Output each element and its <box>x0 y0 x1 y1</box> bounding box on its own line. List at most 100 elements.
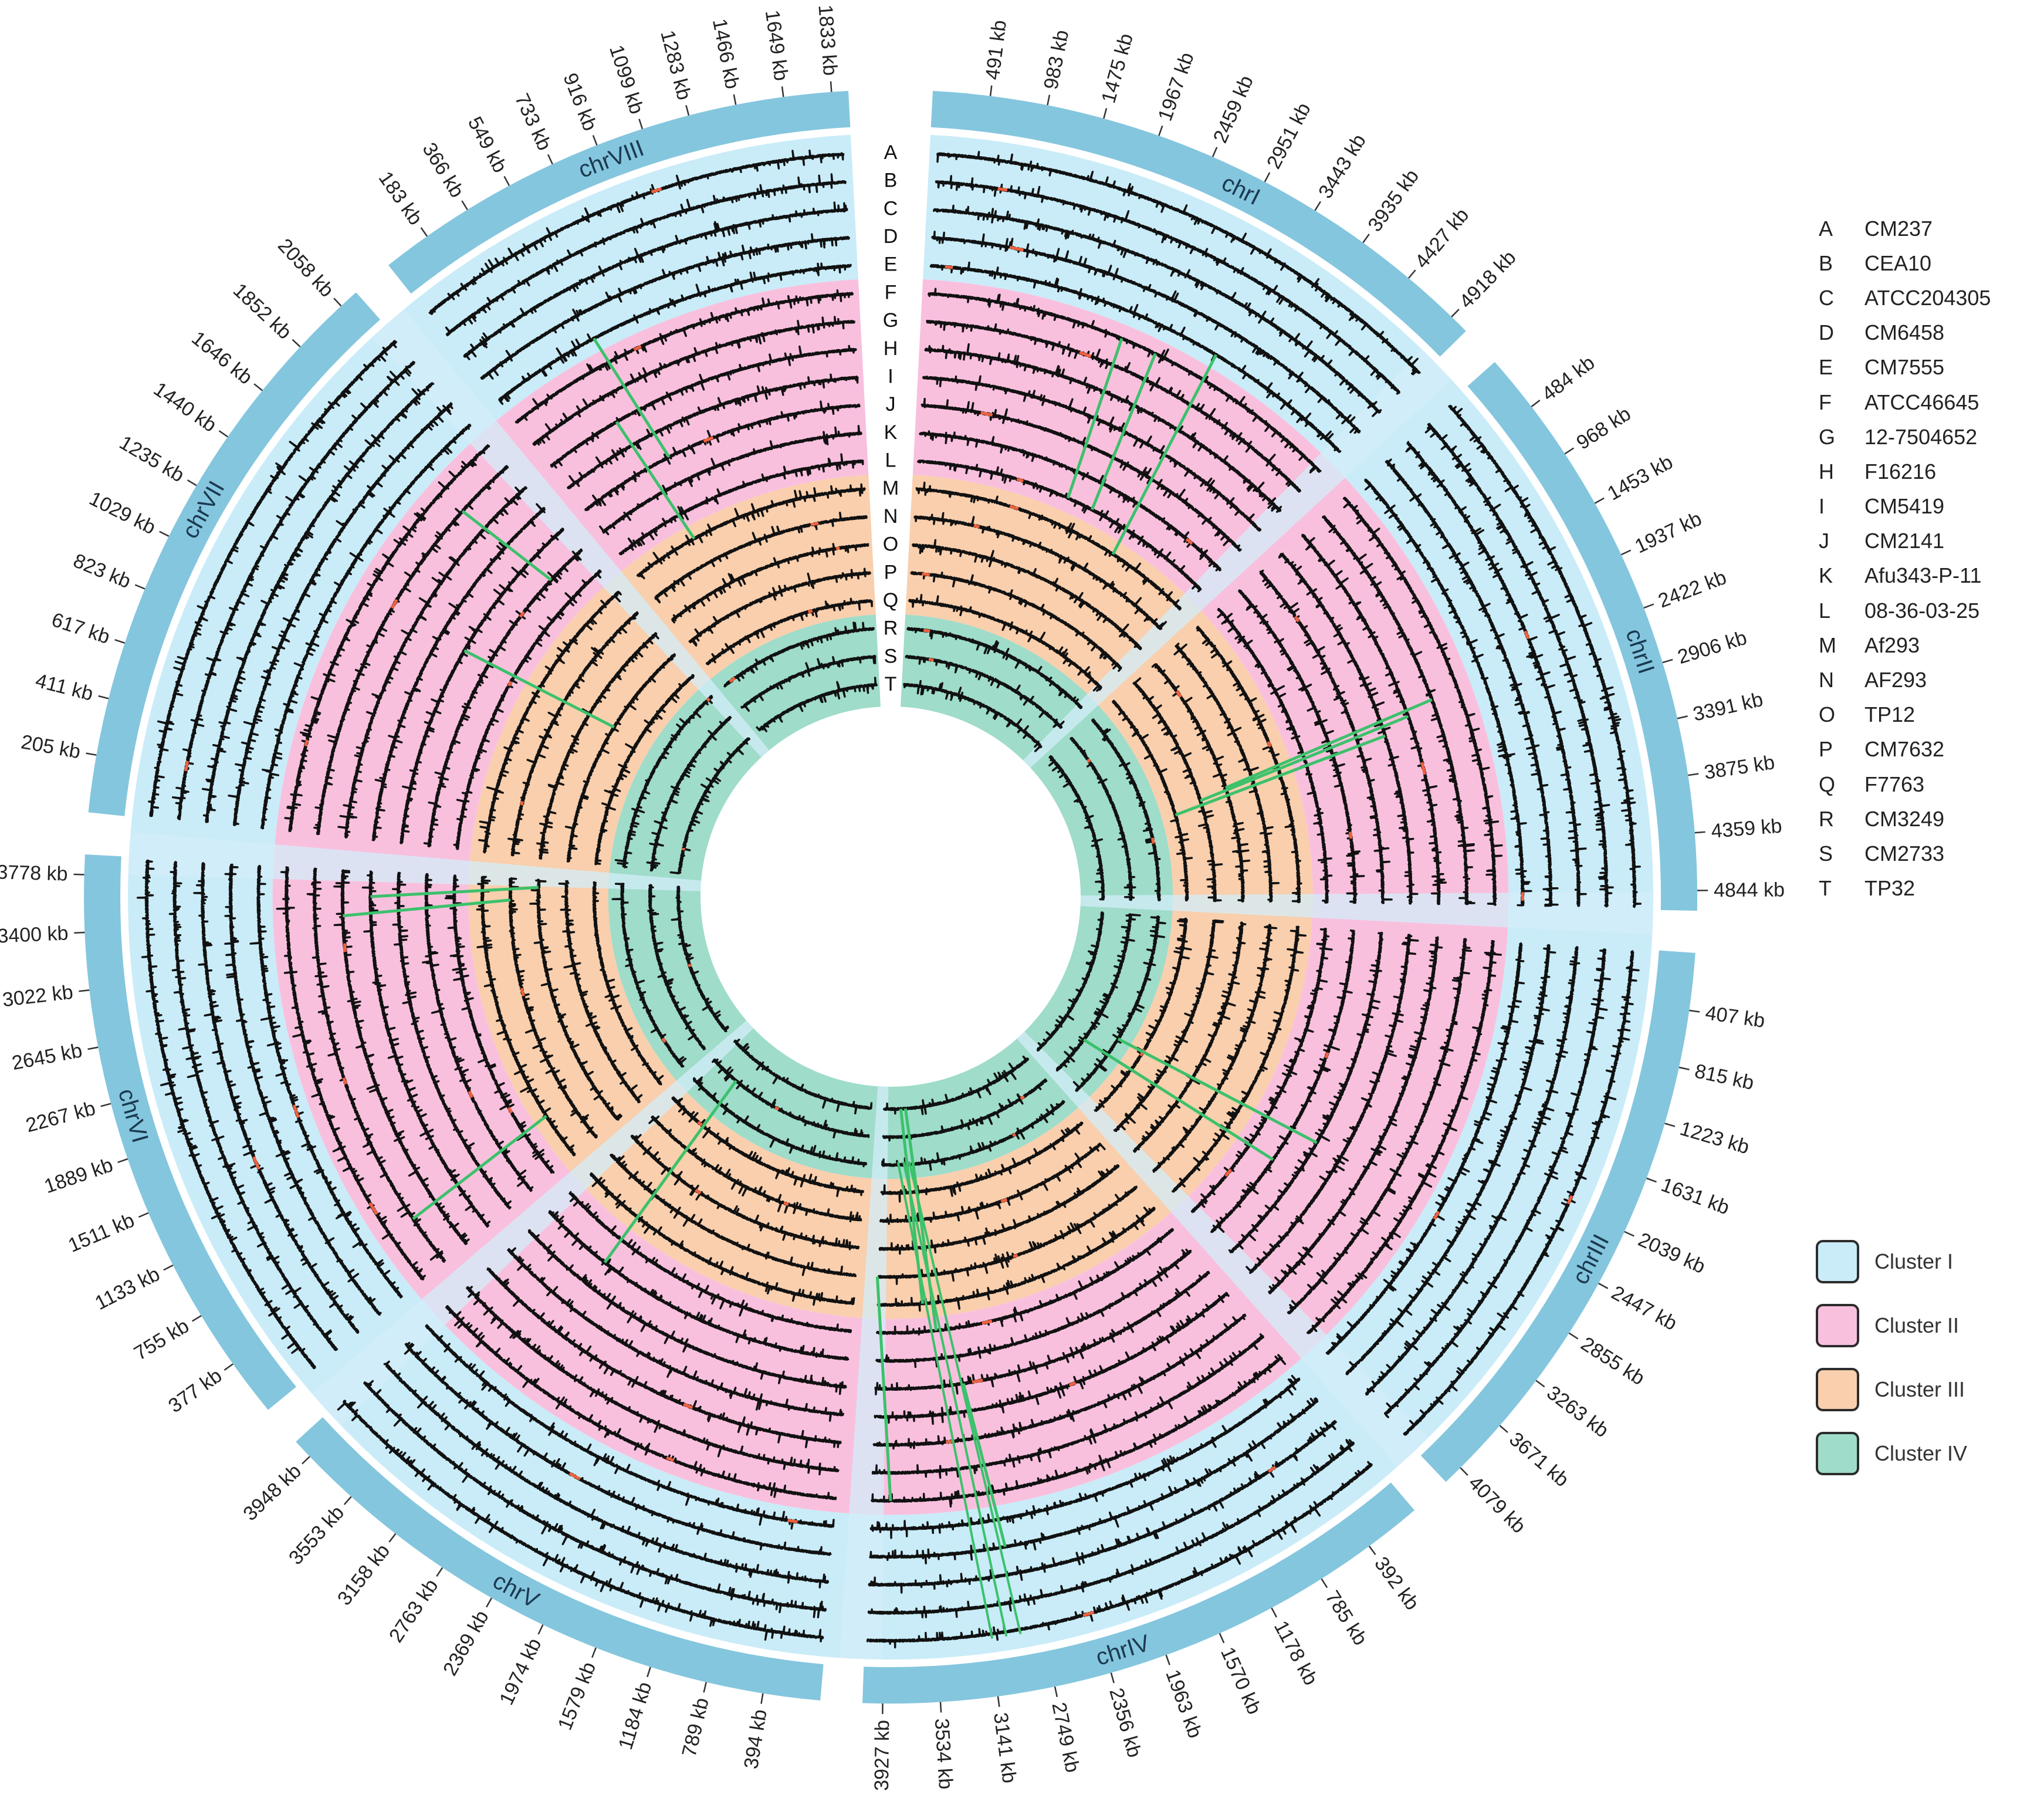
coverage-trace <box>1133 921 1247 1153</box>
ideogram-chriii <box>1420 950 1696 1482</box>
tick-label: 3158 kb <box>333 1540 394 1610</box>
deletion-mark <box>1348 832 1353 839</box>
coverage-trace <box>392 871 512 1210</box>
coverage-trace <box>693 1076 868 1168</box>
legend-key: A <box>1819 216 1833 241</box>
legend-key: T <box>1819 876 1832 901</box>
coverage-trace <box>924 343 1282 513</box>
coverage-trace <box>688 567 871 647</box>
legend-row-s: S CM2733 <box>1819 836 2036 871</box>
coverage-trace <box>480 233 850 380</box>
legend-strain: ATCC204305 <box>1864 285 1991 310</box>
link-bundle <box>896 1161 994 1639</box>
coverage-trace <box>921 398 1242 552</box>
cluster-name: Cluster I <box>1874 1249 1954 1273</box>
tick-mark <box>253 383 263 391</box>
tick-mark <box>1664 1123 1676 1127</box>
legend-strain: CM237 <box>1864 216 1933 241</box>
tick-label: 3141 kb <box>989 1711 1021 1785</box>
tick-mark <box>1531 400 1541 407</box>
link-bundle <box>902 1161 1008 1637</box>
deletion-mark <box>342 1077 347 1085</box>
tick-label: 1937 kb <box>1632 508 1705 558</box>
tick-mark <box>1368 1546 1376 1556</box>
tick-mark <box>1694 831 1705 834</box>
deletion-mark <box>1324 1052 1329 1059</box>
legend-row-f: F ATCC46645 <box>1819 385 2036 420</box>
tick-label: 2951 kb <box>1263 99 1315 173</box>
deletion-mark <box>1068 1381 1077 1387</box>
deletion-mark <box>683 1402 693 1410</box>
link-segment <box>615 421 696 540</box>
coverage-trace <box>755 677 878 732</box>
legend-row-j: J CM2141 <box>1819 524 2036 559</box>
legend-strain: ATCC46645 <box>1864 390 1979 414</box>
tick-label: 394 kb <box>740 1708 771 1770</box>
legend-strain: TP12 <box>1864 702 1916 727</box>
deletion-mark <box>520 800 524 806</box>
coverage-trace <box>532 316 855 446</box>
deletion-mark <box>1082 1611 1095 1617</box>
tick-mark <box>100 1103 111 1107</box>
tick-mark <box>1362 234 1370 244</box>
coverage-trace <box>1113 919 1224 1133</box>
tick-label: 789 kb <box>678 1696 713 1759</box>
tick-mark <box>1535 1380 1545 1388</box>
legend-key: H <box>1819 459 1834 484</box>
tick-mark <box>537 1624 544 1635</box>
deletion-mark <box>651 187 662 194</box>
coverage-trace <box>1196 626 1302 904</box>
legend-strain: CM7555 <box>1864 355 1945 380</box>
coverage-trace <box>647 884 706 1050</box>
tick-mark <box>1110 1672 1115 1684</box>
coverage-trace <box>1171 925 1307 1193</box>
coverage-trace <box>906 627 1083 709</box>
tick-label: 2855 kb <box>1577 1333 1649 1390</box>
deletion-mark <box>810 522 819 526</box>
coverage-trace <box>306 867 446 1263</box>
coverage-trace <box>148 340 398 817</box>
coverage-trace <box>671 543 869 624</box>
link-segment <box>1111 354 1218 555</box>
coverage-trace <box>1091 718 1161 902</box>
link-segment <box>1082 1038 1274 1161</box>
tick-mark <box>1219 1633 1225 1644</box>
coverage-trace <box>168 860 339 1351</box>
deletion-mark <box>972 1378 983 1384</box>
ideogram-chrii <box>1467 361 1698 911</box>
track-letter: Q <box>883 589 898 611</box>
tick-mark <box>79 989 90 992</box>
tick-label: 1453 kb <box>1604 451 1677 505</box>
tick-mark <box>420 227 428 237</box>
tick-mark <box>1271 1607 1278 1618</box>
coverage-trace <box>463 201 848 360</box>
tick-label: 1649 kb <box>761 9 793 82</box>
coverage-trace <box>515 289 854 424</box>
deletion-mark <box>1267 741 1272 748</box>
chromosome-gap <box>312 1020 754 1425</box>
legend-key: F <box>1819 390 1832 414</box>
coverage-trace <box>548 1210 850 1361</box>
tick-label: 1440 kb <box>150 378 221 437</box>
legend-row-o: O TP12 <box>1819 698 2036 732</box>
track-letter: K <box>884 421 898 444</box>
link-segment <box>1117 1037 1318 1144</box>
coverage-trace <box>1152 924 1278 1173</box>
legend-row-p: P CM7632 <box>1819 732 2036 767</box>
coverage-trace <box>337 1400 824 1642</box>
link-segment <box>962 1383 1007 1547</box>
deletion-mark <box>1566 1195 1573 1205</box>
tick-label: 4359 kb <box>1710 814 1783 842</box>
tick-label: 1974 kb <box>495 1635 546 1709</box>
coverage-trace <box>917 459 1202 593</box>
coverage-trace <box>1385 458 1559 907</box>
coverage-trace <box>871 1333 1264 1479</box>
tick-mark <box>98 695 109 699</box>
tick-label: 4918 kb <box>1455 246 1520 313</box>
coverage-trace <box>550 344 857 469</box>
coverage-trace <box>428 149 845 315</box>
tick-mark <box>1408 269 1416 279</box>
ideogram-chriv <box>862 1482 1414 1704</box>
coverage-trace <box>478 590 622 854</box>
